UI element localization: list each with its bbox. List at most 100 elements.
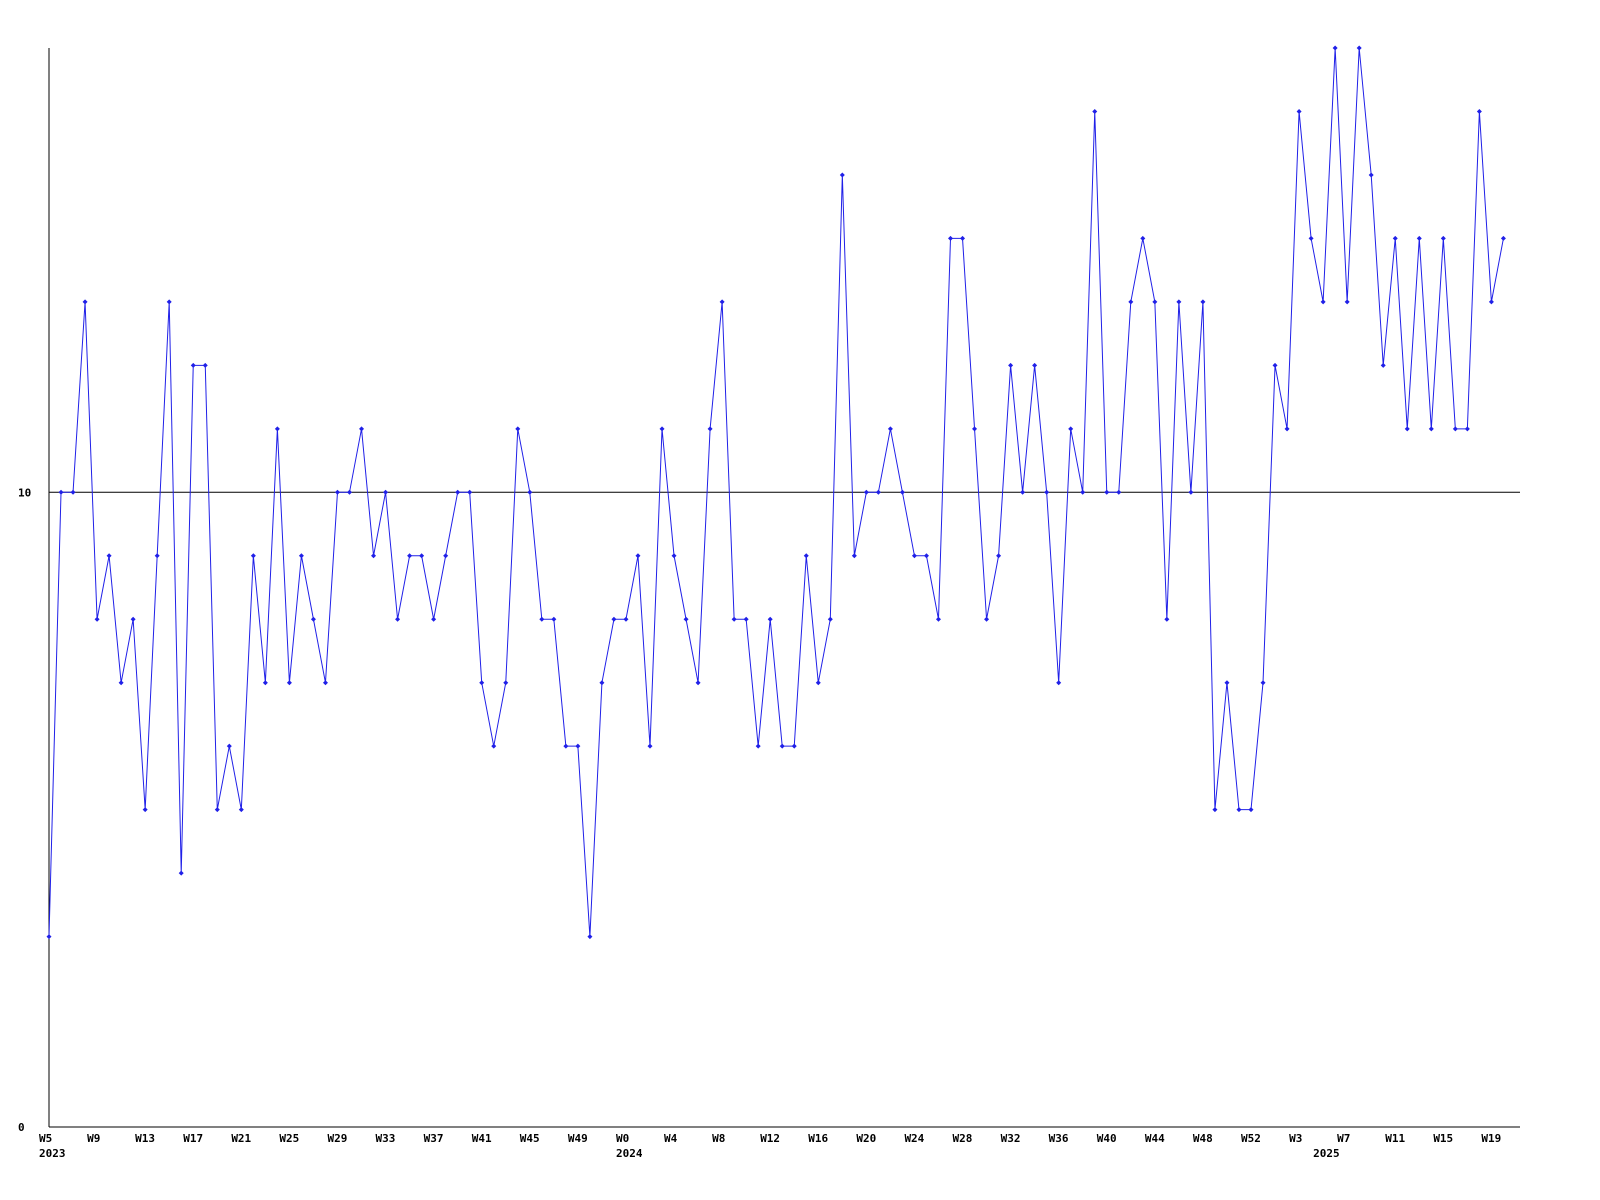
point [1116, 489, 1122, 495]
point [1464, 426, 1470, 432]
x-tick-label: W45 [520, 1132, 540, 1145]
x-year-label: 2023 [39, 1147, 66, 1160]
point [1224, 680, 1230, 686]
point [1476, 108, 1482, 114]
point [803, 553, 809, 559]
point [298, 553, 304, 559]
point [503, 680, 509, 686]
point [707, 426, 713, 432]
point [202, 362, 208, 368]
point [1416, 235, 1422, 241]
y-tick-label: 10 [18, 486, 31, 499]
point [1056, 680, 1062, 686]
point [623, 616, 629, 622]
point [347, 489, 352, 495]
x-tick-label: W7 [1337, 1132, 1350, 1145]
point [1284, 426, 1290, 432]
x-tick-label: W28 [953, 1132, 973, 1145]
point [1032, 362, 1038, 368]
point [407, 553, 413, 559]
point [455, 489, 461, 495]
point [274, 426, 280, 432]
x-tick-label: W32 [1001, 1132, 1021, 1145]
point [972, 426, 978, 432]
x-tick-label: W15 [1433, 1132, 1453, 1145]
point [310, 616, 316, 622]
x-tick-label: W16 [808, 1132, 828, 1145]
point [863, 489, 869, 495]
point [70, 489, 76, 495]
point [1164, 616, 1170, 622]
point [719, 299, 725, 305]
point [683, 616, 689, 622]
point [46, 934, 52, 940]
point [695, 680, 701, 686]
point [1248, 807, 1254, 813]
point [731, 616, 737, 622]
point [1212, 807, 1218, 813]
point [190, 362, 196, 368]
point [1152, 299, 1158, 305]
point [1044, 489, 1050, 495]
x-tick-label: W5 [39, 1132, 52, 1145]
point [1308, 235, 1314, 241]
point [383, 489, 389, 495]
point [923, 553, 929, 559]
x-tick-label: W48 [1193, 1132, 1213, 1145]
point [611, 616, 617, 622]
point [1092, 108, 1098, 114]
point [563, 743, 569, 749]
point [671, 553, 677, 559]
x-tick-label: W52 [1241, 1132, 1261, 1145]
x-tick-label: W3 [1289, 1132, 1302, 1145]
point [467, 489, 473, 495]
point [371, 553, 377, 559]
point [539, 616, 545, 622]
point [1452, 426, 1458, 432]
point [1296, 108, 1302, 114]
point [575, 743, 581, 749]
point [1104, 489, 1110, 495]
point [984, 616, 990, 622]
y-tick-label: 0 [18, 1121, 25, 1134]
x-tick-label: W17 [183, 1132, 203, 1145]
point [226, 743, 232, 749]
line-series [48, 47, 1504, 937]
point [1320, 299, 1326, 305]
point [1356, 45, 1362, 51]
point [1200, 299, 1206, 305]
point [996, 553, 1002, 559]
point [94, 616, 100, 622]
point [1020, 489, 1026, 495]
x-tick-label: W12 [760, 1132, 780, 1145]
point [1500, 235, 1506, 241]
x-tick-label: W37 [424, 1132, 444, 1145]
point [491, 743, 497, 749]
point [322, 680, 328, 686]
point [1128, 299, 1134, 305]
point [755, 743, 761, 749]
point [551, 616, 557, 622]
point [935, 616, 941, 622]
x-tick-label: W24 [904, 1132, 924, 1145]
point [1260, 680, 1266, 686]
x-tick-label: W36 [1049, 1132, 1069, 1145]
point [851, 553, 857, 559]
point [1404, 426, 1410, 432]
x-tick-label: W20 [856, 1132, 876, 1145]
point [875, 489, 881, 495]
point [1344, 299, 1350, 305]
point [743, 616, 749, 622]
point [815, 680, 821, 686]
x-tick-label: W19 [1481, 1132, 1501, 1145]
point [58, 489, 64, 495]
point [1428, 426, 1434, 432]
point [1272, 362, 1278, 368]
x-tick-label: W29 [327, 1132, 347, 1145]
x-tick-label: W9 [87, 1132, 100, 1145]
x-tick-label: W4 [664, 1132, 678, 1145]
point [286, 680, 292, 686]
x-tick-label: W40 [1097, 1132, 1117, 1145]
point [767, 616, 773, 622]
